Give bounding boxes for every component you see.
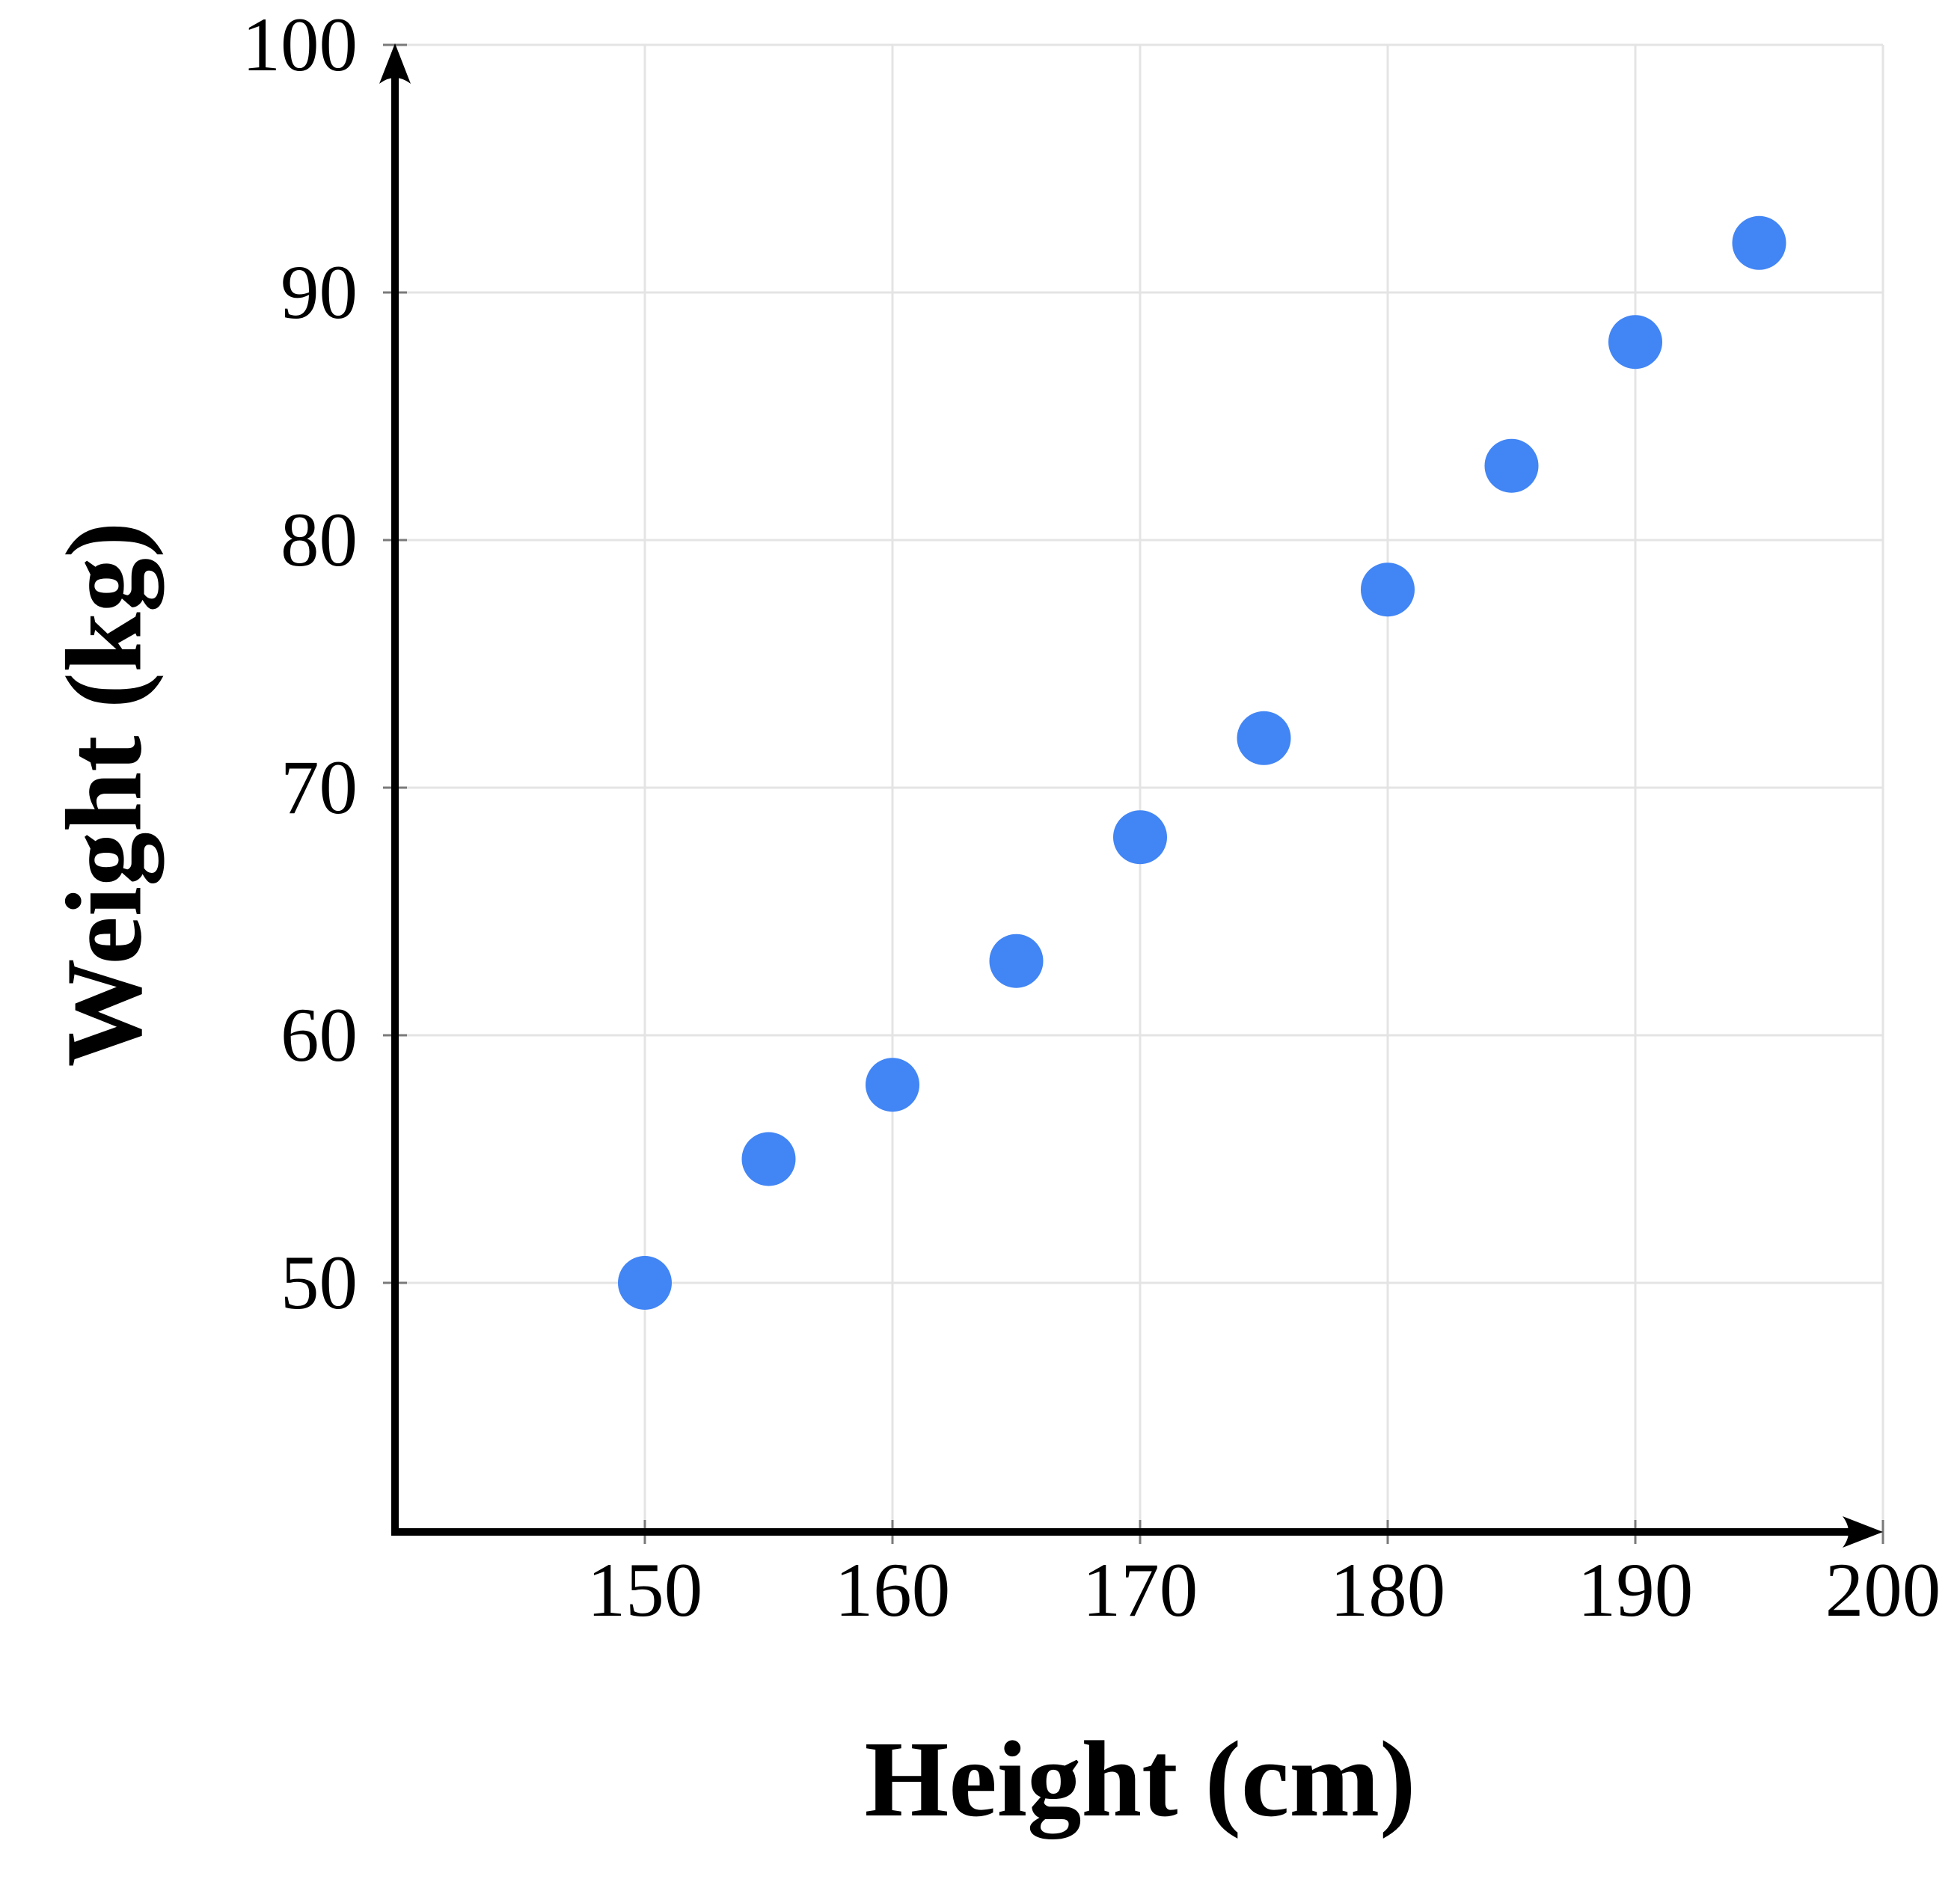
x-tick-label-200: 200	[1825, 1548, 1941, 1633]
data-point	[989, 934, 1044, 988]
data-point	[1732, 215, 1786, 270]
y-axis-arrowhead-icon	[379, 43, 411, 84]
y-tick-label-100: 100	[242, 2, 358, 88]
x-axis-label: Height (cm)	[864, 1720, 1416, 1839]
y-tick-label-80: 80	[281, 497, 358, 583]
data-point	[618, 1256, 672, 1310]
x-tick-label-180: 180	[1330, 1548, 1446, 1633]
x-tick-label-170: 170	[1082, 1548, 1198, 1633]
data-point	[1237, 711, 1291, 765]
data-point	[1113, 810, 1167, 865]
data-point	[741, 1132, 796, 1186]
x-tick-label-190: 190	[1578, 1548, 1694, 1633]
data-point	[1484, 438, 1539, 493]
data-point	[866, 1058, 919, 1112]
y-tick-label-60: 60	[281, 993, 358, 1078]
y-axis-label: Weight (kg)	[44, 521, 165, 1067]
y-tick-label-90: 90	[281, 250, 358, 335]
x-tick-label-150: 150	[587, 1548, 703, 1633]
data-point	[1608, 315, 1662, 370]
x-axis-arrowhead-icon	[1843, 1516, 1883, 1548]
data-point	[1361, 563, 1415, 617]
y-tick-label-50: 50	[281, 1240, 358, 1325]
x-tick-label-160: 160	[835, 1548, 951, 1633]
y-tick-label-70: 70	[281, 745, 358, 830]
